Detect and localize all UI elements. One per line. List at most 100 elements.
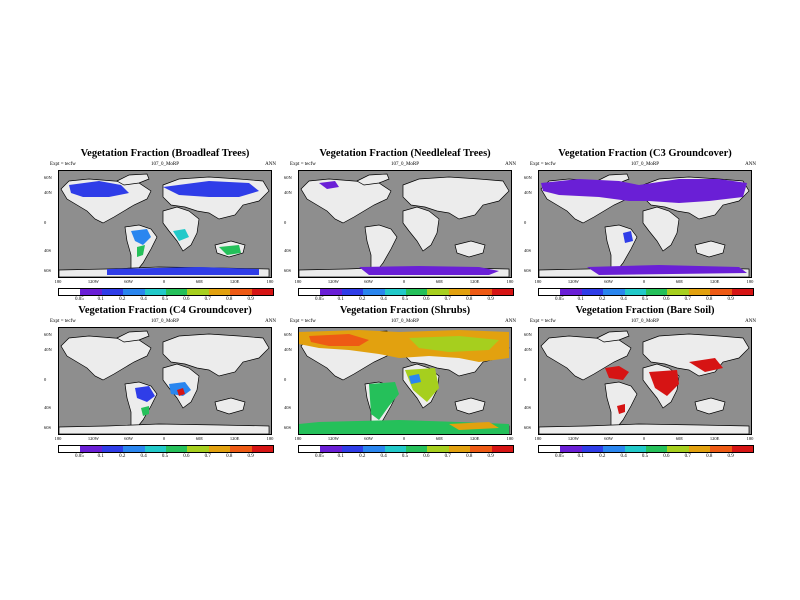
vegetation-fraction-region bbox=[409, 374, 421, 384]
colorbar-tick-label: 0.1 bbox=[577, 297, 584, 302]
experiment-label: Expt = tecfw bbox=[50, 162, 76, 167]
period-label: ANN bbox=[745, 319, 756, 324]
land-mass bbox=[694, 397, 726, 415]
land-mass bbox=[162, 333, 270, 377]
vegetation-fraction-region bbox=[319, 181, 339, 189]
experiment-label: Expt = tecfw bbox=[50, 319, 76, 324]
panel-title: Vegetation Fraction (Bare Soil) bbox=[575, 305, 715, 316]
land-mass bbox=[539, 423, 750, 434]
longitude-label: 60W bbox=[604, 279, 614, 284]
latitude-label: 40S bbox=[44, 405, 52, 410]
vegetation-fraction-region bbox=[141, 406, 149, 416]
colorbar-swatch bbox=[341, 289, 364, 295]
land-mass bbox=[454, 240, 486, 258]
longitude-label: 0 bbox=[162, 436, 166, 441]
longitude-label: 120E bbox=[709, 279, 720, 284]
longitude-label: 120E bbox=[229, 436, 240, 441]
experiment-label: Expt = tecfw bbox=[530, 319, 556, 324]
colorbar-tick-label: 0.05 bbox=[315, 297, 324, 302]
run-subtitle: 107_0_MoRP bbox=[630, 319, 660, 324]
longitude-label: 180 bbox=[534, 279, 542, 284]
colorbar-tick-label: 0.5 bbox=[401, 297, 409, 302]
colorbar-tick-label: 0.8 bbox=[226, 454, 233, 459]
colorbar-tick-label: 0.8 bbox=[706, 297, 713, 302]
longitude-label: 180 bbox=[54, 436, 62, 441]
colorbar-swatch bbox=[230, 289, 252, 295]
colorbar-swatch bbox=[603, 289, 625, 295]
colorbar-swatch bbox=[427, 446, 449, 452]
vegetation-fraction-region bbox=[605, 366, 629, 380]
longitude-label: 60W bbox=[124, 279, 134, 284]
map-panel: Vegetation Fraction (C4 Groundcover) Expt… bbox=[44, 305, 280, 470]
colorbar-tick-label: 0.7 bbox=[204, 454, 211, 459]
latitude-label: 60N bbox=[44, 175, 52, 180]
world-map bbox=[298, 327, 512, 435]
longitude-label: 120E bbox=[709, 436, 720, 441]
colorbar-swatch bbox=[448, 289, 471, 295]
colorbar-swatch bbox=[320, 446, 342, 452]
colorbar-swatch bbox=[710, 446, 732, 452]
colorbar-swatch bbox=[448, 446, 471, 452]
world-map bbox=[58, 327, 272, 435]
vegetation-fraction-region bbox=[309, 334, 369, 346]
colorbar-tick-label: 0.6 bbox=[663, 297, 670, 302]
land-mass bbox=[402, 206, 440, 252]
colorbar-tick-label: 0.4 bbox=[140, 297, 147, 302]
land-mass bbox=[596, 330, 630, 343]
longitude-label: 60E bbox=[675, 279, 683, 284]
colorbar-swatch bbox=[230, 446, 252, 452]
vegetation-fraction-region bbox=[689, 358, 723, 372]
longitude-label: 60W bbox=[364, 279, 374, 284]
colorbar-tick-label: 0.2 bbox=[119, 297, 126, 302]
panel-title: Vegetation Fraction (Broadleaf Trees) bbox=[80, 148, 250, 159]
latitude-label: 40N bbox=[44, 190, 52, 195]
colorbar bbox=[538, 445, 754, 453]
latitude-label: 60S bbox=[284, 268, 292, 273]
vegetation-fraction-region bbox=[69, 181, 129, 197]
colorbar-swatch bbox=[166, 289, 188, 295]
vegetation-fraction-region bbox=[163, 181, 259, 197]
latitude-label: 40N bbox=[44, 347, 52, 352]
map-panel: Vegetation Fraction (C3 Groundcover) Expt… bbox=[524, 148, 760, 313]
latitude-label: 40S bbox=[524, 405, 532, 410]
colorbar-swatch bbox=[101, 446, 124, 452]
colorbar-swatch bbox=[208, 289, 231, 295]
latitude-label: 60N bbox=[284, 175, 292, 180]
world-map bbox=[538, 170, 752, 278]
latitude-label: 40S bbox=[44, 248, 52, 253]
vegetation-fraction-region bbox=[173, 229, 189, 241]
colorbar-swatch bbox=[646, 446, 668, 452]
longitude-label: 180 bbox=[266, 279, 274, 284]
period-label: ANN bbox=[505, 319, 516, 324]
longitude-label: 120W bbox=[327, 279, 339, 284]
longitude-axis: 180 120W 60W 0 60E 120E 180 bbox=[295, 436, 514, 442]
colorbar-swatch bbox=[251, 289, 274, 295]
vegetation-fraction-region bbox=[587, 265, 747, 275]
colorbar-tick-label: 0.2 bbox=[119, 454, 126, 459]
colorbar bbox=[538, 288, 754, 296]
colorbar-labels: 0.05 0.1 0.2 0.4 0.5 0.6 0.7 0.8 0.9 bbox=[298, 454, 512, 460]
longitude-label: 180 bbox=[54, 279, 62, 284]
colorbar-tick-label: 0.9 bbox=[727, 454, 734, 459]
colorbar-swatch bbox=[144, 289, 167, 295]
run-subtitle: 107_0_MoRP bbox=[390, 319, 420, 324]
colorbar-tick-label: 0.4 bbox=[620, 454, 627, 459]
colorbar-tick-label: 0.5 bbox=[641, 297, 649, 302]
colorbar-tick-label: 0.5 bbox=[641, 454, 649, 459]
longitude-label: 120E bbox=[229, 279, 240, 284]
colorbar-tick-label: 0.7 bbox=[204, 297, 211, 302]
colorbar-swatch bbox=[560, 446, 582, 452]
colorbar-swatch bbox=[667, 446, 689, 452]
colorbar-tick-label: 0.4 bbox=[620, 297, 627, 302]
latitude-label: 60N bbox=[44, 332, 52, 337]
longitude-label: 180 bbox=[266, 436, 274, 441]
experiment-label: Expt = tecfw bbox=[530, 162, 556, 167]
vegetation-fraction-region bbox=[359, 266, 499, 275]
panel-title: Vegetation Fraction (Needleleaf Trees) bbox=[319, 148, 491, 159]
colorbar-swatch bbox=[406, 289, 428, 295]
colorbar-swatch bbox=[688, 289, 711, 295]
land-mass bbox=[694, 240, 726, 258]
colorbar-swatch bbox=[731, 289, 754, 295]
colorbar-swatch bbox=[341, 446, 364, 452]
land-mass bbox=[454, 397, 486, 415]
